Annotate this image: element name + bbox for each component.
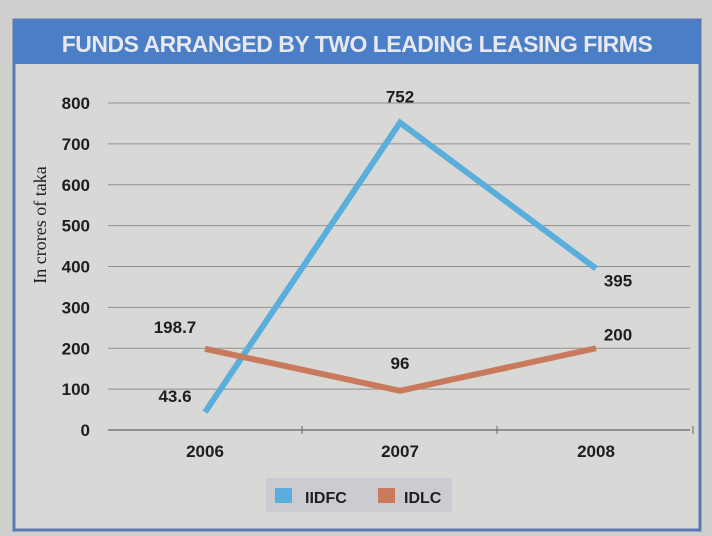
chart-title: FUNDS ARRANGED BY TWO LEADING LEASING FI… [62, 31, 653, 57]
chart-frame [12, 18, 702, 532]
data-label-iidfc: 752 [386, 88, 414, 107]
y-tick-label: 700 [62, 135, 90, 154]
y-tick-label: 400 [62, 258, 90, 277]
y-axis-label: In crores of taka [30, 166, 50, 283]
x-tick-label: 2008 [577, 442, 615, 461]
data-label-iidfc: 43.6 [158, 387, 191, 406]
y-tick-label: 500 [62, 217, 90, 236]
legend-swatch-idlc [378, 488, 395, 503]
legend-swatch-iidfc [275, 488, 292, 503]
y-tick-label: 0 [81, 421, 90, 440]
y-tick-label: 300 [62, 298, 90, 317]
y-tick-label: 800 [62, 94, 90, 113]
legend-label-iidfc: IIDFC [305, 490, 347, 507]
title-bar [14, 20, 700, 64]
data-label-idlc: 200 [604, 325, 632, 344]
x-tick-label: 2006 [186, 442, 224, 461]
data-label-idlc: 96 [391, 354, 410, 373]
y-tick-label: 200 [62, 339, 90, 358]
legend-label-idlc: IDLC [404, 490, 442, 507]
y-tick-label: 600 [62, 176, 90, 195]
legend: IIDFC IDLC [266, 478, 452, 512]
data-label-idlc: 198.7 [154, 318, 197, 337]
data-label-iidfc: 395 [604, 272, 632, 291]
x-tick-label: 2007 [381, 442, 419, 461]
y-tick-label: 100 [62, 380, 90, 399]
